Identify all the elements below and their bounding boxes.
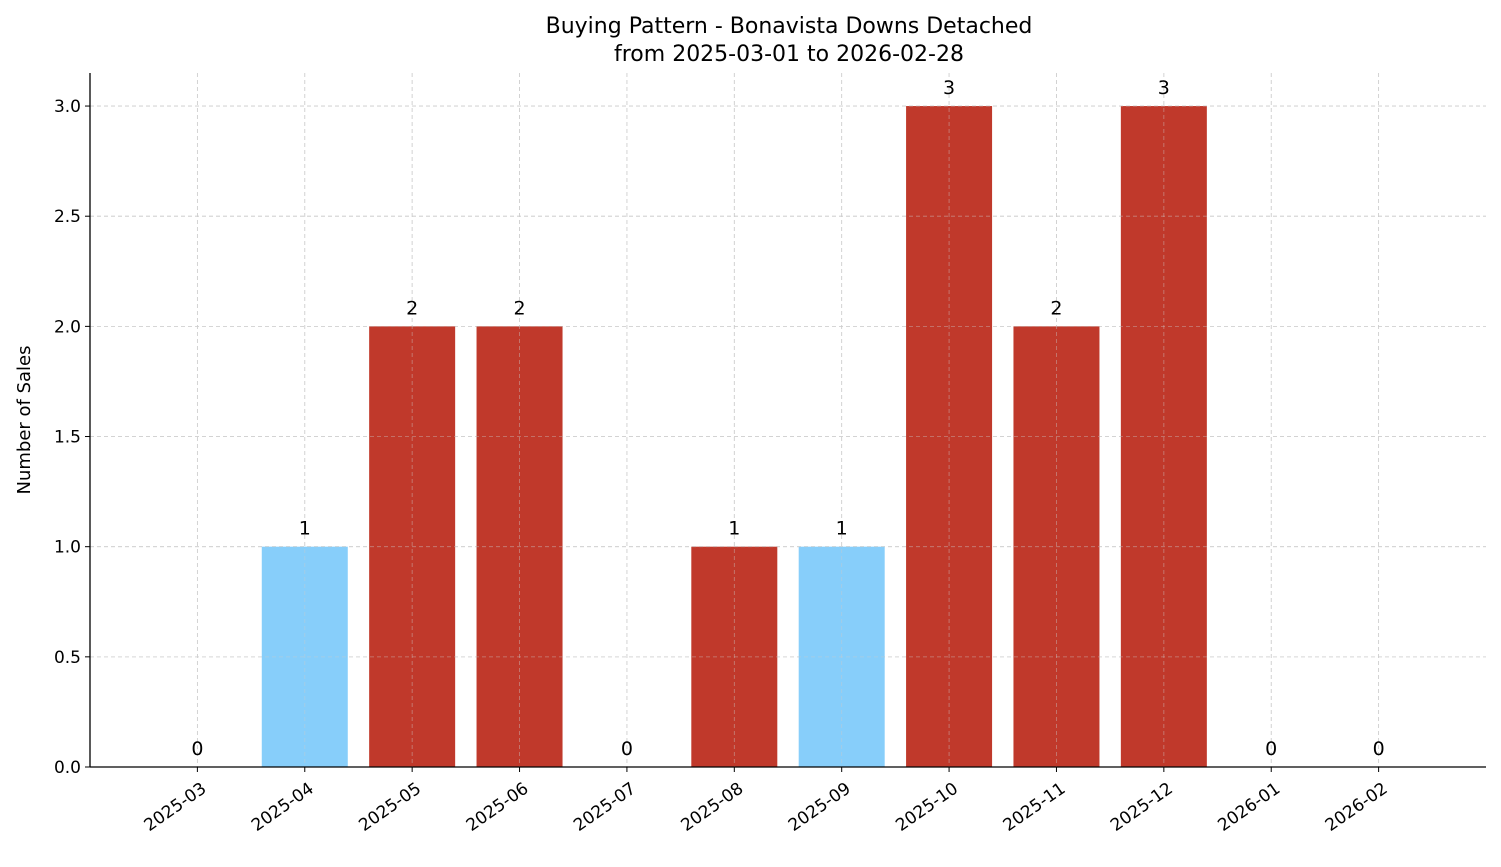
x-tick-label: 2025-08: [678, 779, 748, 836]
x-tick-label: 2026-02: [1322, 779, 1392, 836]
x-tick-label: 2025-03: [141, 779, 211, 836]
data-label: 0: [1265, 738, 1277, 760]
x-tick-label: 2025-07: [570, 779, 640, 836]
y-tick-label: 3.0: [54, 97, 81, 117]
x-tick-label: 2025-10: [892, 779, 962, 836]
x-tick-label: 2025-06: [463, 779, 533, 836]
x-tick-label: 2025-12: [1107, 779, 1177, 836]
data-label: 3: [1158, 77, 1170, 99]
data-label: 2: [1050, 297, 1062, 319]
chart-title: Buying Pattern - Bonavista Downs Detache…: [546, 14, 1033, 39]
x-tick-label: 2025-05: [355, 779, 425, 836]
y-tick-label: 0.5: [54, 648, 81, 668]
data-label: 1: [728, 518, 740, 540]
data-labels: 0 1 2 2 0 1 1 3 2 3 0 0: [191, 77, 1384, 760]
data-label: 2: [513, 297, 525, 319]
y-tick-label: 1.5: [54, 428, 81, 448]
data-label: 1: [836, 518, 848, 540]
data-label: 0: [191, 738, 203, 760]
y-axis-label: Number of Sales: [14, 345, 35, 494]
grid-overlay: [90, 73, 1486, 768]
y-tick-label: 2.5: [54, 207, 81, 227]
y-tick-label: 0.0: [54, 758, 81, 778]
chart-subtitle: from 2025-03-01 to 2026-02-28: [614, 42, 964, 67]
x-tick-label: 2026-01: [1214, 779, 1284, 836]
y-tick-label: 2.0: [54, 317, 81, 337]
data-label: 1: [299, 518, 311, 540]
x-tick-label: 2025-04: [248, 779, 318, 836]
data-label: 2: [406, 297, 418, 319]
x-tick-label: 2025-09: [785, 779, 855, 836]
data-label: 3: [943, 77, 955, 99]
x-tick-label: 2025-11: [1000, 779, 1070, 836]
y-tick-label: 1.0: [54, 538, 81, 558]
data-label: 0: [1373, 738, 1385, 760]
data-label: 0: [621, 738, 633, 760]
